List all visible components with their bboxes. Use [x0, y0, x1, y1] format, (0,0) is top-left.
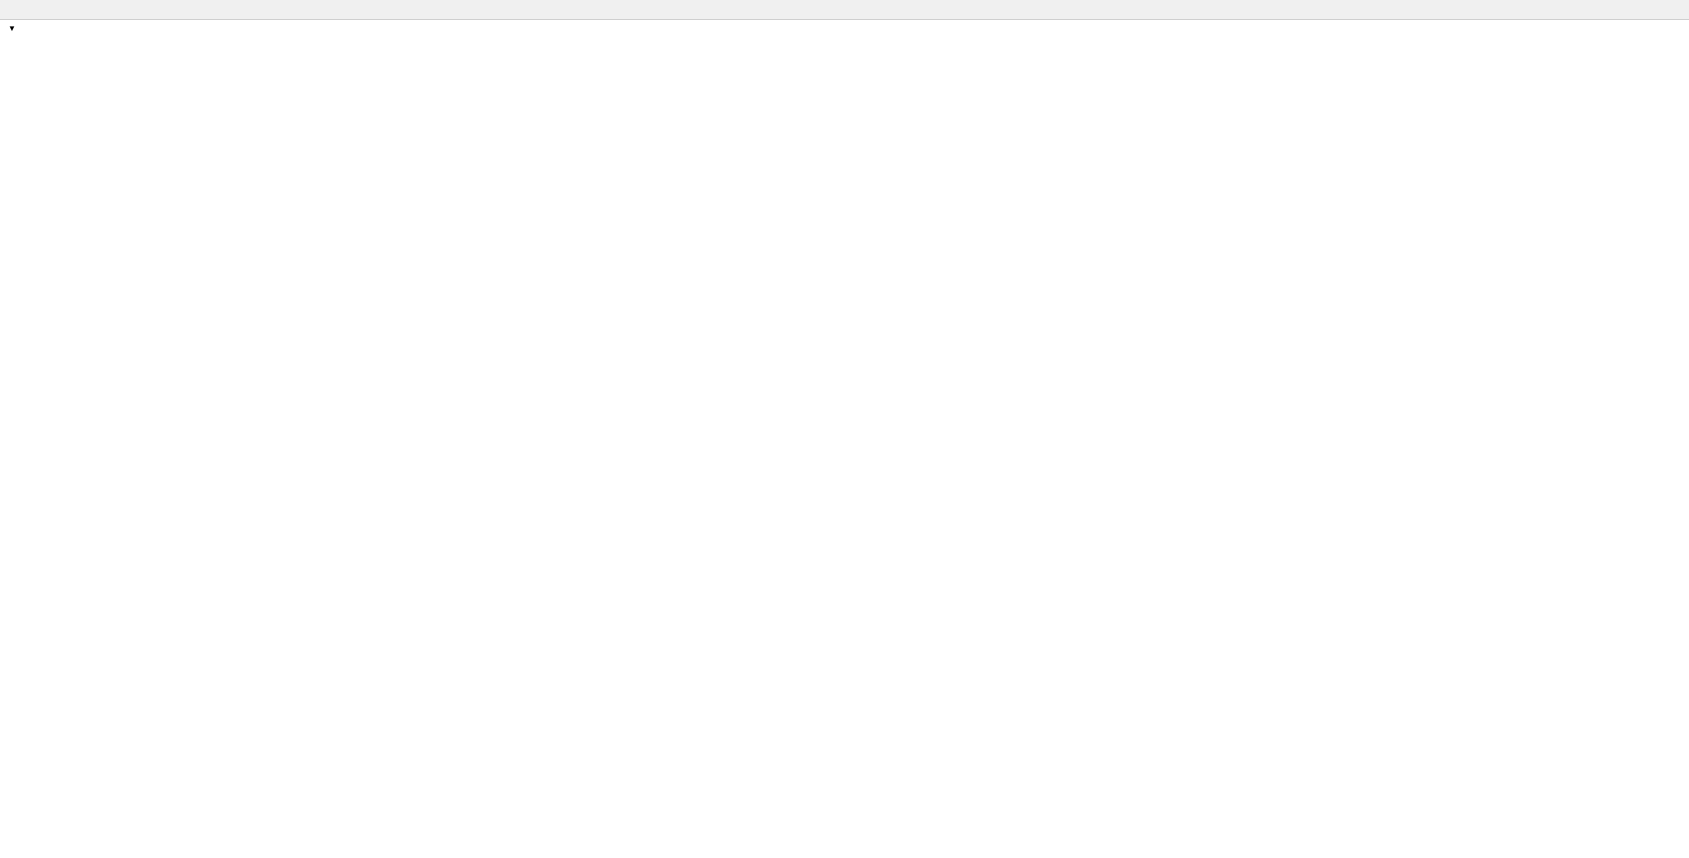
toolbar: [0, 0, 1689, 20]
chart-collapse-icon[interactable]: ▼: [8, 24, 16, 33]
chart-title[interactable]: ▼: [8, 23, 16, 35]
